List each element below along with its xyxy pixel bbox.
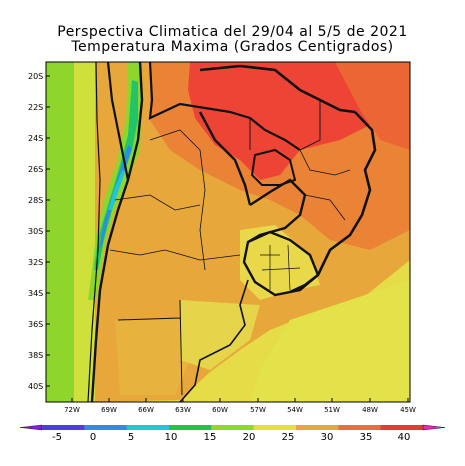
lat-label: 24S (28, 134, 43, 143)
colorbar-segment (211, 425, 255, 430)
colorbar-label: 5 (128, 432, 134, 443)
lon-label: 72W (64, 406, 80, 414)
map-subtitle: Temperatura Maxima (Grados Centigrados) (71, 39, 394, 55)
lat-label: 34S (28, 289, 43, 298)
lon-label: 63W (175, 406, 191, 414)
latitude-axis: 20S 22S 24S 26S 28S 30S 32S 34S 36S 38S … (28, 72, 50, 391)
colorbar-segment (253, 425, 297, 430)
lat-label: 22S (28, 103, 43, 112)
colorbar-arrow-high (422, 424, 446, 431)
lon-label: 66W (138, 406, 154, 414)
colorbar-segment (42, 425, 85, 430)
lat-label: 32S (28, 258, 43, 267)
lat-label: 40S (28, 382, 43, 391)
colorbar-segment (126, 425, 170, 430)
hot-zone (188, 62, 380, 180)
colorbar (19, 424, 446, 431)
colorbar-segment (380, 425, 424, 430)
colorbar-segment (338, 425, 382, 430)
colorbar-label: 25 (282, 432, 295, 443)
country-borders (87, 62, 377, 402)
lon-label: 57W (250, 406, 266, 414)
map-frame (45, 61, 411, 403)
colorbar-labels: -5 0 5 10 15 20 25 30 35 40 (52, 432, 410, 443)
lon-label: 60W (212, 406, 228, 414)
colorbar-arrow-low (19, 424, 43, 431)
lat-label: 28S (28, 196, 43, 205)
colorbar-label: -5 (52, 432, 62, 443)
colorbar-label: 0 (90, 432, 96, 443)
map-title: Perspectiva Climatica del 29/04 al 5/5 d… (57, 24, 408, 40)
lat-label: 26S (28, 165, 43, 174)
lon-label: 69W (101, 406, 117, 414)
lat-label: 38S (28, 351, 43, 360)
colorbar-segment (84, 425, 128, 430)
lon-label: 54W (287, 406, 303, 414)
lon-label: 51W (324, 406, 340, 414)
colorbar-segment (169, 425, 212, 430)
colorbar-label: 30 (321, 432, 334, 443)
lon-label: 48W (362, 406, 378, 414)
colorbar-label: 10 (165, 432, 178, 443)
colorbar-label: 20 (243, 432, 256, 443)
colorbar-label: 15 (204, 432, 217, 443)
colorbar-label: 40 (398, 432, 411, 443)
colorbar-segment (296, 425, 339, 430)
colorbar-label: 35 (360, 432, 373, 443)
lon-label: 45W (400, 406, 416, 414)
lat-label: 30S (28, 227, 43, 236)
lat-label: 36S (28, 320, 43, 329)
lat-label: 20S (28, 72, 43, 81)
longitude-axis: 72W 69W 66W 63W 60W 57W 54W 51W 48W 45W (64, 398, 416, 414)
